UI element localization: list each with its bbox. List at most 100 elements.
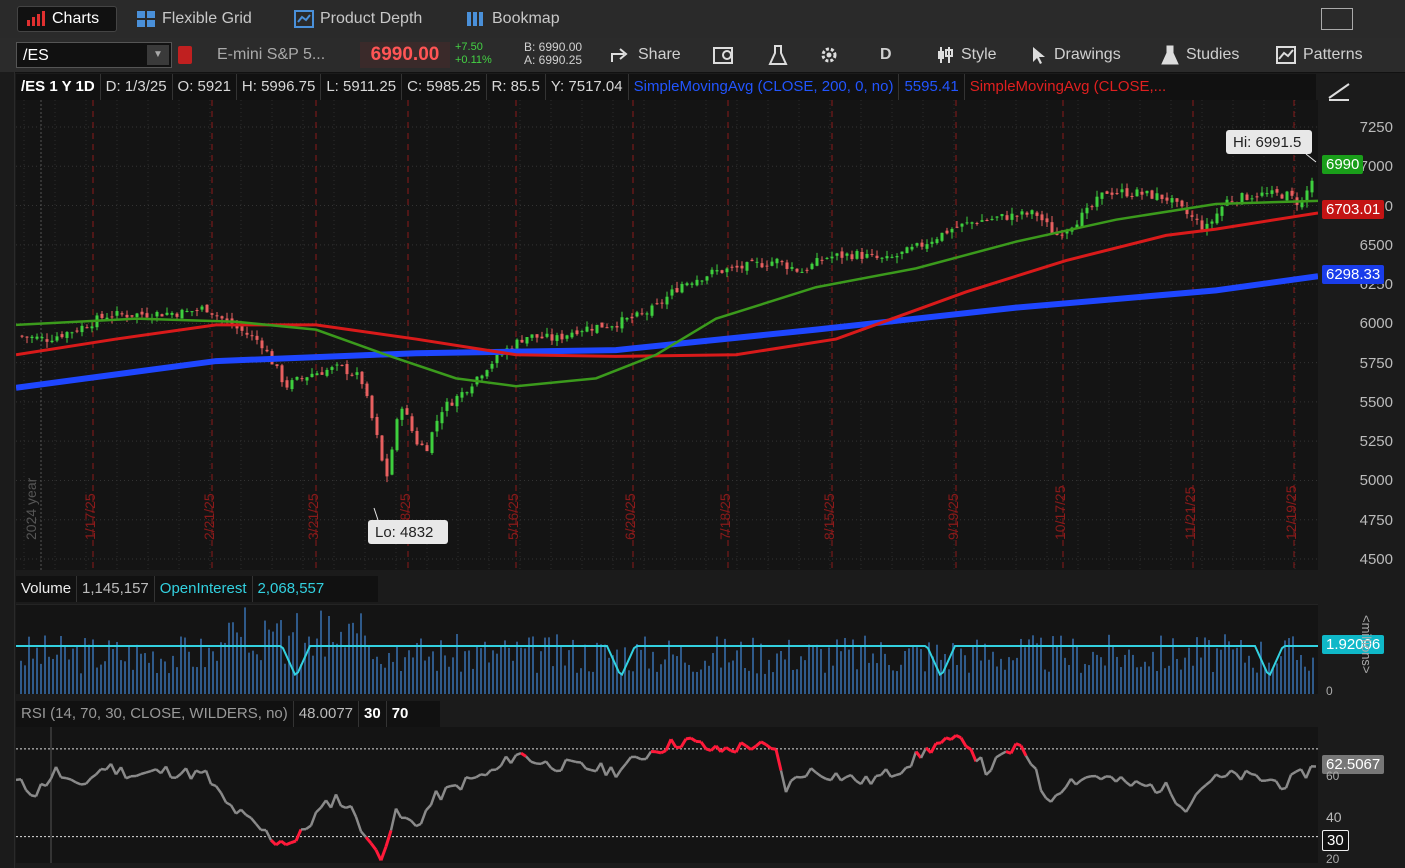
volume-bar [684,662,686,694]
volume-bar [1076,646,1078,694]
gear-icon [821,47,837,63]
candle-body [940,232,944,241]
volume-bar [1108,634,1110,694]
month-label: 11/21/25 [1182,486,1198,540]
volume-bar [664,659,666,694]
volume-bar [1264,667,1266,694]
symbol-input[interactable]: /ES ▼ [16,42,172,68]
volume-bar [224,642,226,694]
volume-bar [56,654,58,694]
settings-button[interactable] [818,38,840,72]
rsi-segment [969,748,978,763]
volume-bar [844,637,846,694]
volume-bar [148,662,150,694]
window-layout-button[interactable] [1321,8,1353,30]
volume-bar [692,671,694,694]
price-axis[interactable]: 7250700067506500625060005750550052505000… [1318,83,1405,866]
candle-body [805,269,809,271]
volume-bar [1060,635,1062,694]
flask-button[interactable] [768,38,788,72]
price-tick-label: 6000 [1359,315,1393,333]
price-tick-label: 4750 [1359,511,1393,529]
candle-body [1260,192,1264,196]
volume-label[interactable]: Volume [16,576,78,602]
month-label: 2/21/25 [201,493,217,540]
rsi-panel[interactable] [15,727,1318,863]
rsi-segment [515,751,522,757]
rsi-segment [269,839,278,847]
candle-body [395,419,399,451]
sma-red-label[interactable]: SimpleMovingAvg (CLOSE,... [969,78,1167,95]
ohlc-high: H: 5996.75 [237,74,322,100]
rsi-segment [985,769,992,776]
volume-bar [40,663,42,694]
volume-bar [772,672,774,694]
volume-bar [176,667,178,694]
volume-bar [108,640,110,694]
candle-body [85,327,89,329]
candle-body [865,253,869,258]
volume-bar [588,671,590,694]
candle-body [810,263,814,269]
candle-body [740,265,744,269]
rsi-segment [360,830,367,839]
tab-flexible-grid[interactable]: Flexible Grid [128,6,278,32]
rsi-segment [225,801,232,807]
rsi-segment [685,736,692,741]
candle-body [50,340,54,343]
volume-bar [236,632,238,694]
tab-label: Product Depth [320,10,423,27]
open-interest-label[interactable]: OpenInterest [155,576,253,602]
rsi-segment [465,776,472,780]
candle-body [265,349,269,352]
volume-bar [396,645,398,694]
volume-bar [800,656,802,694]
volume-bar [916,647,918,694]
volume-bar [1300,654,1302,694]
patterns-button[interactable]: Patterns [1275,38,1363,72]
rsi-segment [1000,750,1007,756]
candle-body [190,311,194,313]
rsi-segment [779,770,788,793]
rsi-tick-60: 60 [1326,769,1340,783]
lo-label: Lo: 4832 [375,524,433,541]
candle-body [990,218,994,220]
rsi-segment [379,846,388,861]
share-button[interactable]: Share [610,38,681,72]
rsi-segment [204,770,213,785]
sma200-label[interactable]: SimpleMovingAvg (CLOSE, 200, 0, no) [629,74,900,100]
volume-bar [352,622,354,694]
rsi-segment [1005,750,1012,755]
lo-label-bg [368,520,448,544]
volume-panel[interactable] [16,603,1318,694]
aggregation-button[interactable]: D [880,46,892,63]
rsi-segment [540,760,547,766]
rsi-segment [750,744,757,751]
chevron-down-icon[interactable]: ▼ [147,45,169,65]
calendar-button[interactable] [712,38,736,72]
tab-charts[interactable]: Charts [17,6,117,32]
price-chart-panel[interactable]: 1/17/25 2/21/25 3/21/25 4/18/25 5/16/25 6/20/… [15,100,1319,570]
rsi-segment [1140,782,1147,788]
link-color-icon[interactable] [178,46,192,64]
autoscale-icon[interactable] [1324,78,1354,104]
style-button[interactable]: Style [935,38,997,72]
candle-body [1105,191,1109,194]
rsi-label[interactable]: RSI (14, 70, 30, CLOSE, WILDERS, no) [16,701,294,727]
sma-red-badge: 6703.01 [1322,200,1385,219]
candle-body [910,246,914,250]
volume-bar [316,638,318,694]
studies-button[interactable]: Studies [1160,38,1239,72]
candle-body [860,251,864,259]
chart-title[interactable]: /ES 1 Y 1D [16,74,101,100]
month-label: 7/18/25 [717,493,733,540]
tab-product-depth[interactable]: Product Depth [286,6,448,32]
rsi-segment [570,759,577,764]
candle-body [825,257,829,259]
drawings-button[interactable]: Drawings [1030,38,1121,72]
candle-body [65,332,69,338]
candle-body [1020,211,1024,215]
tab-bookmap[interactable]: Bookmap [458,6,578,32]
rsi-segment [334,793,343,807]
last-price: 6990.00 [360,42,450,68]
